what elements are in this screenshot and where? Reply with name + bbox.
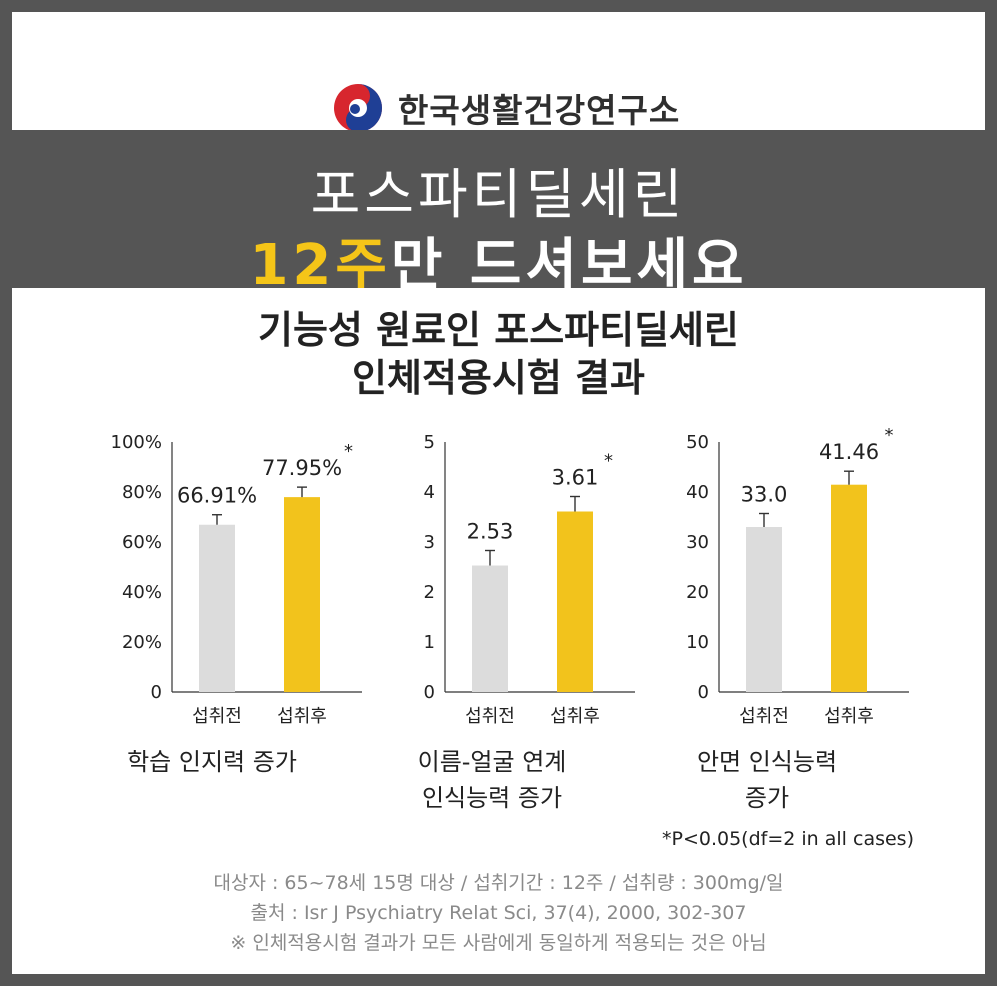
- chart1-y-tick-label: 0: [151, 682, 162, 703]
- chart2-category-label: 섭취전: [465, 706, 515, 727]
- chart3-y-tick-label: 40: [686, 482, 709, 503]
- chart2-y-tick-label: 0: [424, 682, 435, 703]
- chart2-category-label: 섭취후: [550, 706, 600, 727]
- chart1-caption-line1: 학습 인지력 증가: [127, 748, 297, 776]
- chart3-caption: 안면 인식능력 증가: [667, 744, 867, 816]
- chart1-y-tick-label: 80%: [122, 482, 162, 503]
- chart1-bar-after: [284, 497, 320, 692]
- chart2-y-tick-label: 2: [424, 582, 435, 603]
- chart1-category-label: 섭취전: [192, 706, 242, 727]
- chart3-value-label: 41.46: [819, 440, 879, 464]
- chart1-y-tick-label: 100%: [111, 432, 162, 453]
- chart3-caption-line1: 안면 인식능력: [696, 748, 838, 776]
- bar-charts: 020%40%60%80%100%66.91%섭취전77.95%*섭취후0123…: [111, 425, 909, 727]
- chart3-y-tick-label: 20: [686, 582, 709, 603]
- results-panel: 기능성 원료인 포스파티딜세린 인체적용시험 결과 0 20% 40% 60% 80% 1…: [12, 288, 985, 974]
- chart3-caption-line2: 증가: [744, 784, 790, 812]
- chart2-value-label: 2.53: [467, 520, 514, 544]
- chart2-caption-line1: 이름-얼굴 연계: [417, 748, 567, 776]
- chart2-bar-before: [472, 565, 508, 692]
- chart3-value-label: 33.0: [741, 483, 788, 507]
- brand-logo: 한국생활건강연구소: [332, 82, 680, 134]
- chart3-y-tick-label: 50: [686, 432, 709, 453]
- results-title-line1: 기능성 원료인 포스파티딜세린: [258, 308, 739, 352]
- taeguk-swirl-logo-icon: [334, 84, 382, 132]
- footnote-subjects: 대상자 : 65~78세 15명 대상 / 섭취기간 : 12주 / 섭취량 :…: [213, 872, 784, 894]
- chart2-bar-after: [557, 511, 593, 692]
- headline-line2: 12주만 드셔보세요: [12, 220, 985, 301]
- chart1-y-tick-label: 60%: [122, 532, 162, 553]
- chart2-y-tick-label: 5: [424, 432, 435, 453]
- chart3-y-tick-label: 10: [686, 632, 709, 653]
- footnotes: 대상자 : 65~78세 15명 대상 / 섭취기간 : 12주 / 섭취량 :…: [12, 868, 985, 958]
- chart2-y-tick-label: 3: [424, 532, 435, 553]
- chart1-caption: 학습 인지력 증가: [112, 744, 312, 780]
- results-title-line2: 인체적용시험 결과: [352, 356, 645, 400]
- chart1-significance-marker: *: [344, 441, 353, 462]
- chart3-y-tick-label: 0: [698, 682, 709, 703]
- chart3-y-tick-label: 30: [686, 532, 709, 553]
- chart1-y-tick-label: 20%: [122, 632, 162, 653]
- chart3-bar-after: [831, 484, 867, 692]
- chart1-value-label: 66.91%: [177, 484, 257, 508]
- chart3-bar-before: [746, 527, 782, 692]
- brand-name: 한국생활건강연구소: [398, 91, 681, 130]
- chart2-caption: 이름-얼굴 연계 인식능력 증가: [392, 744, 592, 816]
- chart1-bar-before: [199, 524, 235, 692]
- results-title: 기능성 원료인 포스파티딜세린 인체적용시험 결과: [12, 306, 985, 402]
- chart2-value-label: 3.61: [552, 466, 599, 490]
- chart1-y-tick-label: 40%: [122, 582, 162, 603]
- chart2-significance-marker: *: [604, 451, 613, 472]
- chart1-value-label: 77.95%: [262, 456, 342, 480]
- headline-rest: 만 드셔보세요: [390, 233, 748, 298]
- headline-line1: 포스파티딜세린: [310, 163, 687, 226]
- chart3-category-label: 섭취전: [739, 706, 789, 727]
- chart2-y-tick-label: 1: [424, 632, 435, 653]
- chart2-y-tick-label: 4: [424, 482, 435, 503]
- chart1-category-label: 섭취후: [277, 706, 327, 727]
- chart2-caption-line2: 인식능력 증가: [421, 784, 563, 812]
- brand-header: 한국생활건강연구소: [12, 12, 985, 132]
- headline-band: 포스파티딜세린 12주만 드셔보세요: [12, 130, 985, 298]
- headline-highlight: 12주: [249, 233, 391, 298]
- footnote-disclaimer: ※ 인체적용시험 결과가 모든 사람에게 동일하게 적용되는 것은 아님: [230, 932, 767, 954]
- chart3-category-label: 섭취후: [824, 706, 874, 727]
- significance-note: *P<0.05(df=2 in all cases): [662, 828, 914, 850]
- footnote-source: 출처 : Isr J Psychiatry Relat Sci, 37(4), …: [250, 902, 747, 924]
- chart3-significance-marker: *: [885, 425, 894, 446]
